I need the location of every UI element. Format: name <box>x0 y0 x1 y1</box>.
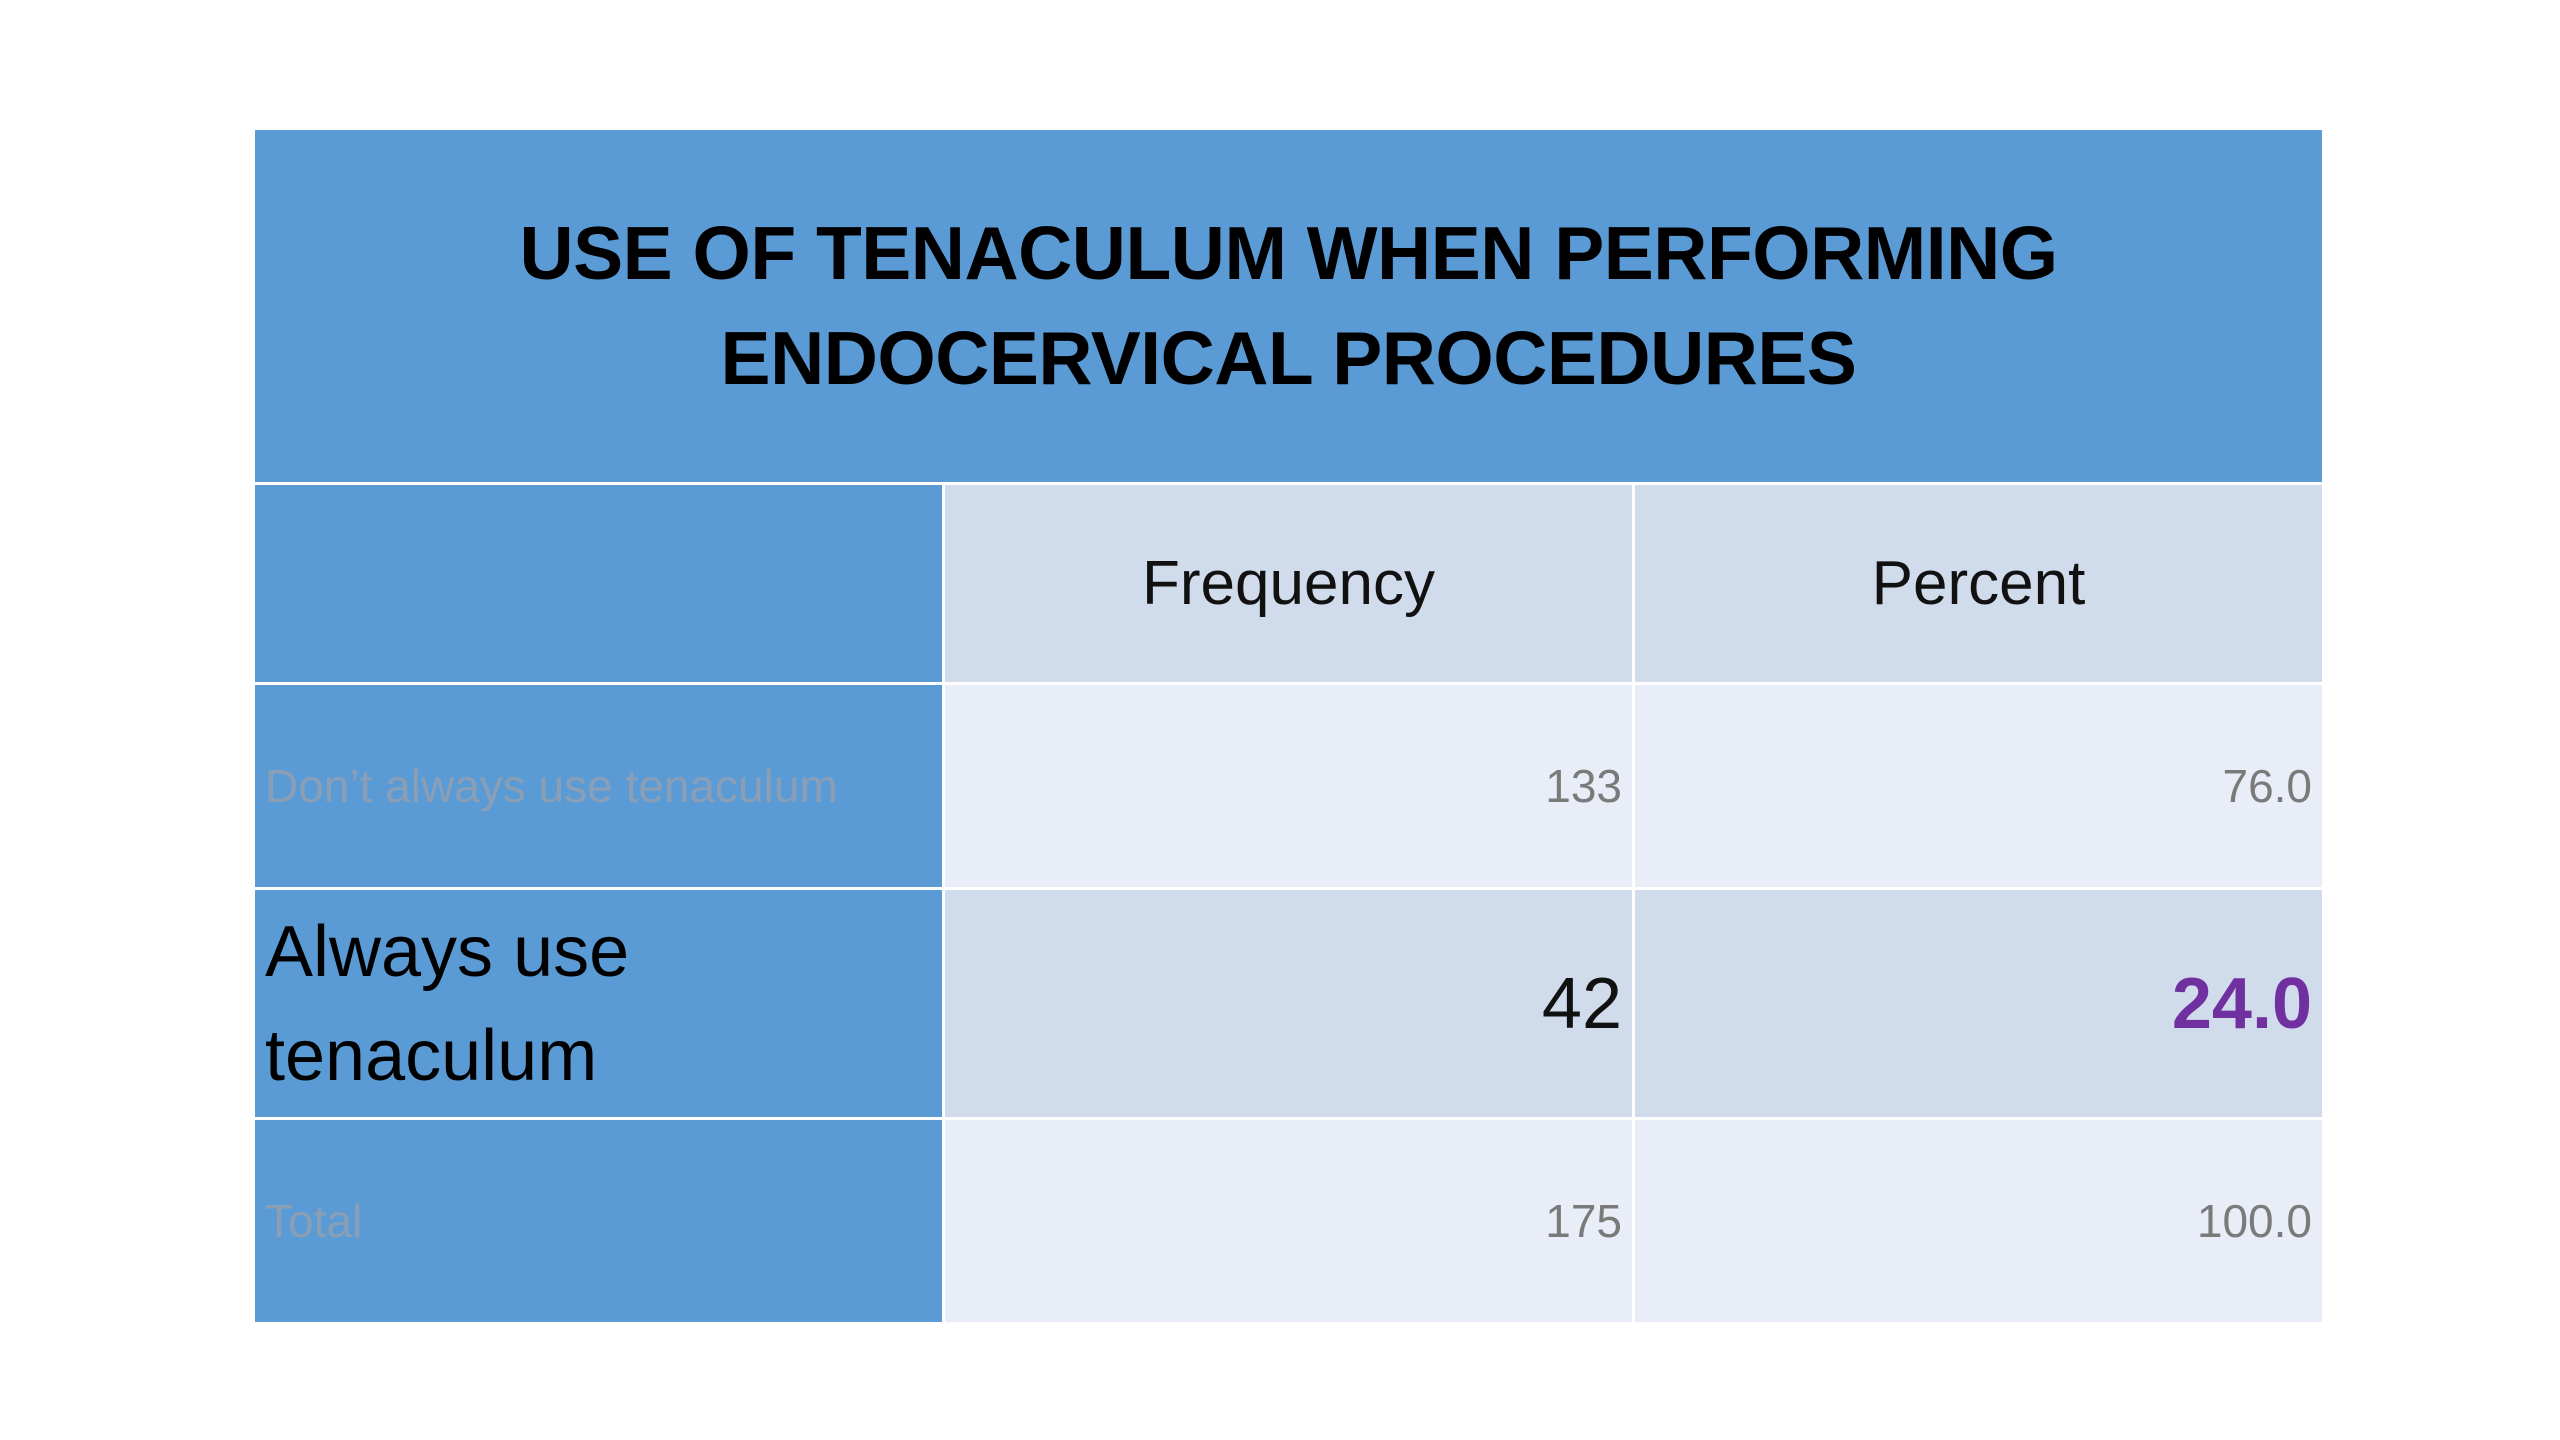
row-label: Always use tenaculum <box>252 887 945 1120</box>
frequency-value: 133 <box>942 682 1635 890</box>
percent-value: 100.0 <box>1631 1117 2326 1325</box>
row-label-text: Always use tenaculum <box>265 911 630 1096</box>
header-row: Frequency Percent <box>252 482 2326 685</box>
table-row: Don’t always use tenaculum 133 76.0 <box>252 682 2326 890</box>
frequency-value: 175 <box>942 1117 1635 1325</box>
column-header-percent: Percent <box>1631 482 2326 685</box>
percent-value-highlighted: 24.0 <box>1631 887 2326 1120</box>
title-row: USE OF TENACULUM WHEN PERFORMING ENDOCER… <box>251 127 2326 485</box>
table-row-highlighted: Always use tenaculum 42 24.0 <box>252 887 2326 1120</box>
frequency-value: 42 <box>942 887 1635 1120</box>
column-header-frequency: Frequency <box>942 482 1635 685</box>
header-empty-cell <box>252 482 945 685</box>
percent-value: 76.0 <box>1631 682 2326 890</box>
table-row-total: Total 175 100.0 <box>252 1117 2326 1325</box>
table-title: USE OF TENACULUM WHEN PERFORMING ENDOCER… <box>251 127 2326 485</box>
row-label: Don’t always use tenaculum <box>252 682 945 890</box>
row-label: Total <box>252 1117 945 1325</box>
frequency-table: USE OF TENACULUM WHEN PERFORMING ENDOCER… <box>251 127 2326 1325</box>
